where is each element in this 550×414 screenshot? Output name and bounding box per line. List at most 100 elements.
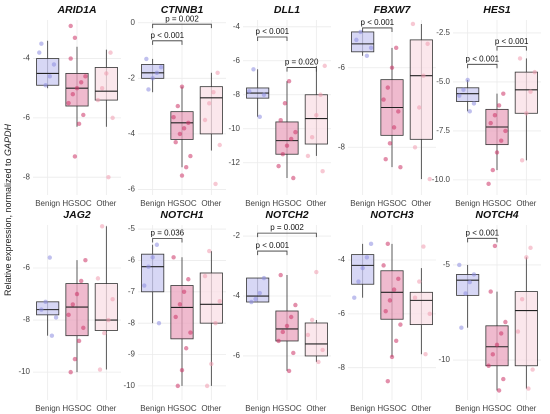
y-tick-label: -4 [338,255,346,264]
point [421,244,426,249]
panel: DLL1 -4 -6 -8 -10 -12 Benign HGSOC Other p < 0.00… [228,4,331,208]
point [175,383,180,389]
point [257,290,262,296]
point [280,329,285,335]
point [76,338,82,344]
point [517,56,523,61]
panel: HES1 -2.5 -5.0 -7.5 -10.0 Benign HGSOC Other p <… [432,4,541,208]
y-tick-label: -10 [228,124,240,133]
point [184,346,189,351]
y-tick-label: -6 [233,56,241,65]
point [387,298,393,303]
point [154,70,160,75]
point [383,157,388,162]
point [394,45,399,51]
y-tick-label: -8 [338,142,346,151]
point [106,317,111,323]
bracket-label: p < 0.001 [361,18,395,27]
point [410,21,416,27]
point [316,359,321,365]
point [49,333,55,338]
point [467,109,472,114]
point [503,128,508,134]
point [501,376,506,382]
x-tick-label: Other [516,404,536,413]
point [74,291,80,297]
point [427,176,432,182]
point [95,97,101,103]
point [293,129,298,135]
panel-title: NOTCH2 [265,209,308,221]
point [110,115,115,121]
point [253,296,258,302]
point [486,363,491,368]
point [72,356,78,362]
y-tick-label: -8 [128,318,136,327]
point [104,71,109,76]
point [385,241,390,247]
point [184,165,189,170]
y-tick-label: -6 [338,63,346,72]
point [381,97,386,102]
point [391,287,397,292]
point [286,368,292,374]
bracket-label: p < 0.001 [466,228,500,237]
box [409,39,433,140]
bracket [467,63,498,69]
point [177,302,183,307]
point [72,154,78,159]
point [530,367,535,372]
point [213,320,218,326]
y-tick-label: -6 [23,113,31,122]
point [47,74,52,79]
panel: ARID1A -4 -6 -8 Benign HGSOC Other [23,4,121,208]
point [417,105,422,110]
point [97,367,103,372]
point [318,92,323,97]
bracket [362,27,393,32]
point [186,120,191,125]
point [68,56,73,61]
y-tick-label: -8 [233,90,241,99]
point [457,93,462,98]
point [217,299,222,304]
point [354,37,359,43]
panel-title: NOTCH1 [160,209,203,221]
box [94,67,118,101]
bracket [257,250,288,256]
point [494,150,500,155]
point [492,113,498,118]
point [389,65,395,70]
point [173,314,178,320]
point [68,369,73,375]
point [519,158,525,163]
point [391,125,397,130]
point [179,368,185,373]
point [496,103,502,108]
panel-title: JAG2 [63,209,91,221]
y-tick-label: -6 [233,351,241,360]
point [421,73,426,78]
y-tick-label: -4 [233,291,241,300]
x-tick-label: Benign [245,404,270,413]
bracket [257,232,317,238]
x-tick-label: HGSOC [167,199,197,208]
y-tick-label: -10 [123,381,135,390]
point [146,264,151,269]
point [188,153,193,159]
x-tick-label: Other [201,199,221,208]
point [247,89,252,94]
bracket [152,40,183,45]
point [171,115,176,120]
panel: NOTCH2 -2 -4 -6 Benign HGSOC Other p = 0.002 p <… [233,209,331,413]
point [368,241,374,247]
panel: NOTCH4 -5 -10 Benign HGSOC Other p < 0.001 [438,209,541,413]
point [412,295,418,300]
point [158,65,164,70]
bracket [152,23,212,29]
bracket [286,67,317,72]
point [417,279,422,284]
point [181,289,187,295]
point [289,136,294,142]
point [515,329,521,334]
